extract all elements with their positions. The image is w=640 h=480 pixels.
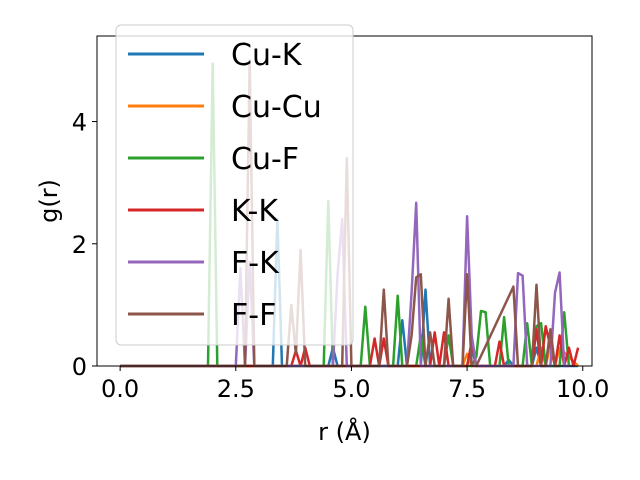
x-tick-label: 2.5: [217, 375, 255, 403]
x-axis-label: r (Å): [318, 417, 371, 446]
x-tick-label: 0.0: [101, 375, 139, 403]
y-tick-label: 0: [72, 353, 87, 381]
legend: Cu-K Cu-Cu Cu-F K-K F-K F-F: [115, 24, 354, 346]
legend-label-cu-k: Cu-K: [231, 38, 303, 73]
legend-label-f-f: F-F: [231, 298, 276, 333]
legend-label-f-k: F-K: [231, 246, 280, 281]
legend-label-cu-cu: Cu-Cu: [231, 90, 322, 125]
y-axis-label: g(r): [35, 179, 63, 223]
y-tick-label: 4: [72, 109, 87, 137]
x-tick-label: 5.0: [332, 375, 370, 403]
legend-label-k-k: K-K: [231, 194, 279, 229]
y-tick-label: 2: [72, 231, 87, 259]
axes: 0.0 2.5 5.0 7.5 10.0 0 2 4: [72, 35, 609, 403]
legend-box: [115, 24, 354, 346]
x-tick-label: 7.5: [448, 375, 486, 403]
legend-label-cu-f: Cu-F: [231, 142, 299, 177]
x-tick-label: 10.0: [556, 375, 609, 403]
